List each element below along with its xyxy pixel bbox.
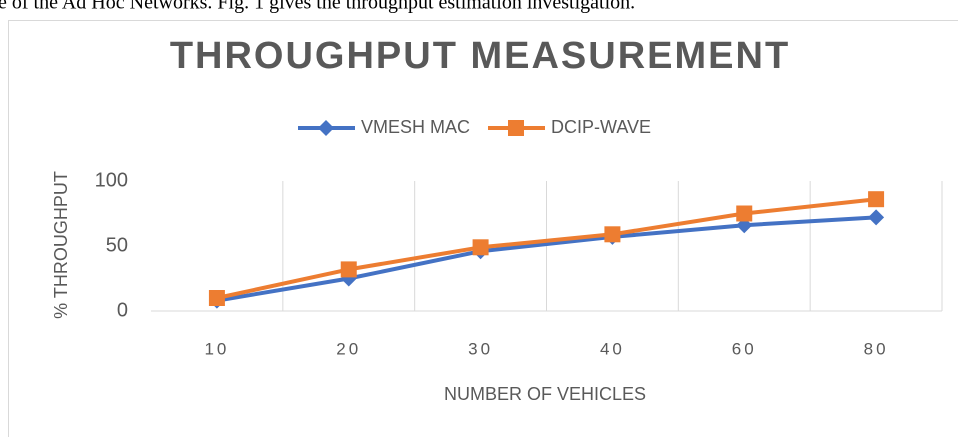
chart-border bbox=[8, 20, 958, 437]
marker bbox=[868, 209, 885, 226]
x-tick-label: 20 bbox=[336, 339, 361, 358]
x-tick-label: 80 bbox=[864, 339, 889, 358]
legend-label: VMESH MAC bbox=[361, 117, 470, 137]
x-tick-label: 40 bbox=[600, 339, 625, 358]
marker bbox=[508, 120, 524, 136]
marker bbox=[318, 120, 334, 136]
y-tick-label: 100 bbox=[95, 169, 128, 191]
series-line bbox=[216, 215, 877, 303]
y-tick-label: 50 bbox=[106, 234, 128, 256]
x-tick-label: 30 bbox=[468, 339, 493, 358]
marker bbox=[604, 226, 621, 243]
chart-title: THROUGHPUT MEASUREMENT bbox=[170, 35, 790, 77]
marker bbox=[736, 205, 753, 222]
x-tick-label: 10 bbox=[204, 339, 229, 358]
series-line bbox=[216, 197, 877, 300]
legend-label: DCIP-WAVE bbox=[551, 117, 651, 137]
x-tick-label: 60 bbox=[732, 339, 757, 358]
marker bbox=[472, 239, 489, 256]
y-tick-label: 0 bbox=[117, 299, 128, 321]
marker bbox=[868, 191, 885, 208]
y-axis-label: % THROUGHPUT bbox=[51, 171, 71, 319]
context-text: e of the Ad Hoc Networks. Fig. 1 gives t… bbox=[0, 0, 635, 14]
marker bbox=[208, 290, 225, 306]
marker bbox=[340, 261, 357, 278]
x-axis-label: NUMBER OF VEHICLES bbox=[444, 384, 646, 404]
